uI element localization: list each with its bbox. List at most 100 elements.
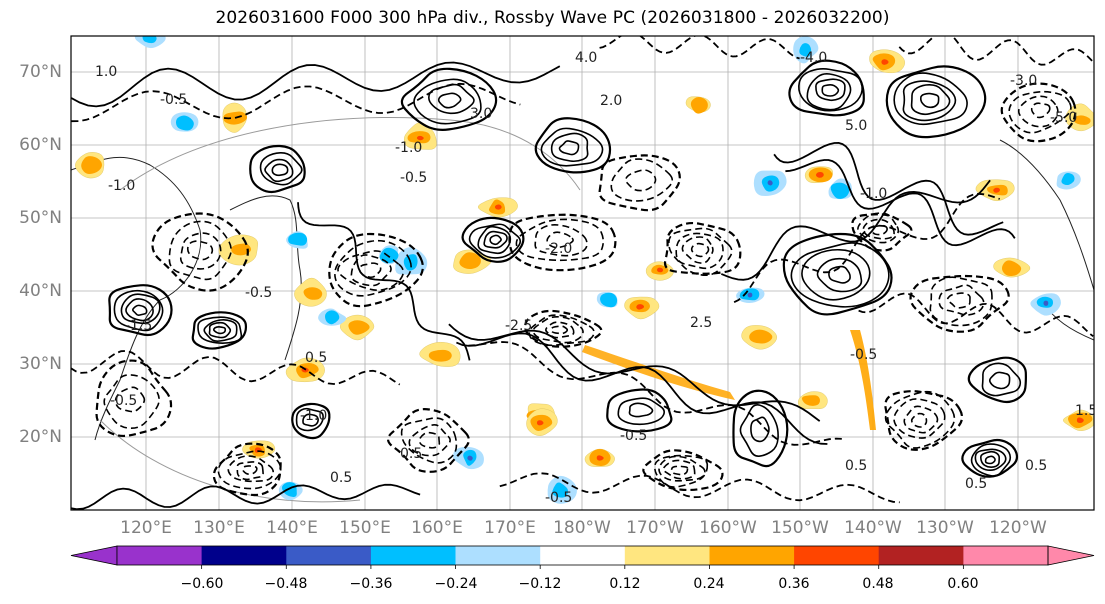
contour-positive xyxy=(71,61,561,108)
contour-label: -3.0 xyxy=(1010,73,1037,89)
coastlines xyxy=(71,139,1094,441)
contour-label: -0.5 xyxy=(160,92,187,108)
contour-negative xyxy=(151,212,249,292)
contour-positive xyxy=(259,151,303,186)
contour-positive xyxy=(732,389,789,468)
lon-label-120w: 120°W xyxy=(989,518,1047,538)
colorbar-tick: −0.60 xyxy=(180,576,224,592)
contour-negative xyxy=(910,412,928,428)
divergence-patch-core xyxy=(1001,260,1022,277)
contour-negative xyxy=(884,390,956,449)
contour-negative xyxy=(598,154,681,212)
contour-positive xyxy=(910,83,951,116)
divergence-patch-core xyxy=(81,156,103,175)
contour-negative xyxy=(468,341,843,446)
contour-negative xyxy=(872,224,888,236)
contour-positive xyxy=(203,318,238,342)
contour-positive xyxy=(821,83,840,97)
colorbar-swatch xyxy=(878,546,964,565)
contour-positive xyxy=(550,132,589,163)
contour-negative xyxy=(670,465,689,476)
map-frame xyxy=(70,35,1095,511)
contour-negative xyxy=(909,274,1010,333)
lon-label-150w: 150°W xyxy=(771,518,829,538)
contour-label: 2.5 xyxy=(690,315,712,331)
contour-label: -1.0 xyxy=(860,186,887,202)
contour-negative xyxy=(400,417,458,464)
convergence-patch-core xyxy=(142,36,157,44)
divergence-patch-core xyxy=(1073,115,1091,125)
contour-negative xyxy=(236,461,264,481)
contour-negative xyxy=(71,349,401,386)
contour-positive xyxy=(806,73,852,111)
contour-negative xyxy=(532,316,584,344)
contour-positive xyxy=(961,438,1019,478)
contour-positive xyxy=(125,298,154,322)
contour-positive xyxy=(785,159,1016,247)
contour-negative xyxy=(624,169,657,192)
lat-label-70: 70°N xyxy=(19,62,62,82)
contour-positive xyxy=(617,397,665,426)
divergence-band xyxy=(850,330,876,430)
contour-positive xyxy=(113,289,164,332)
contour-negative xyxy=(179,232,222,270)
contour-label: 2.0 xyxy=(600,93,622,109)
lon-label-120e: 120°E xyxy=(120,518,172,538)
contour-label: -0.5 xyxy=(620,428,647,444)
contour-negative xyxy=(337,250,405,292)
convergence-patch-core xyxy=(830,182,850,199)
contour-positive xyxy=(967,356,1027,404)
contour-positive xyxy=(815,78,846,102)
contour-negative xyxy=(938,284,985,316)
contour-positive xyxy=(628,402,654,418)
divergence-patch-peak xyxy=(494,204,502,210)
contour-label: -2.5 xyxy=(505,318,532,334)
contour-positive xyxy=(902,80,957,122)
contour-label: 4.0 xyxy=(575,50,597,66)
contour-label: -0.5 xyxy=(245,285,272,301)
contour-positive xyxy=(132,304,148,316)
contour-positive xyxy=(988,371,1011,390)
colorbar-tick: −0.12 xyxy=(518,576,562,592)
contour-negative xyxy=(851,213,913,252)
contour-negative xyxy=(217,450,282,490)
convergence-patch-peak xyxy=(467,455,473,461)
colorbar-tick: 0.48 xyxy=(862,576,894,592)
contour-negative xyxy=(642,449,724,492)
divergence-patch-peak xyxy=(636,304,645,310)
contour-negative xyxy=(242,465,258,476)
contour-positive xyxy=(720,179,991,281)
contour-positive xyxy=(191,311,248,350)
contour-negative xyxy=(681,236,714,264)
lon-label-140w: 140°W xyxy=(844,518,902,538)
contour-positive xyxy=(297,202,471,361)
lon-label-140e: 140°E xyxy=(266,518,318,538)
convergence-patch-core xyxy=(379,247,399,264)
colorbar xyxy=(70,545,1095,569)
contour-label: -5.0 xyxy=(1050,110,1077,126)
contour-negative xyxy=(328,232,424,308)
contour-label-layer: 1.0 -0.5 -1.0 0.5 -1.5 -0.5 -1.0 -0.5 -2.0 2.0 3.0… xyxy=(95,50,1094,506)
convergence-patch-peak xyxy=(1043,300,1049,306)
colorbar-swatch xyxy=(201,546,287,565)
contour-positive xyxy=(302,413,319,427)
lat-label-60: 60°N xyxy=(19,135,62,155)
lat-label-40: 40°N xyxy=(19,281,62,301)
contour-positive xyxy=(249,144,306,194)
contour-positive xyxy=(264,158,294,183)
colorbar-tick: 0.24 xyxy=(693,576,725,592)
contour-positive xyxy=(782,232,893,316)
contour-negative xyxy=(334,239,412,297)
contour-positive xyxy=(540,127,604,167)
divergence-patch-peak xyxy=(993,187,1001,193)
divergence-patch-core xyxy=(459,252,481,269)
contour-negative xyxy=(658,455,706,482)
lon-label-160e: 160°E xyxy=(411,518,463,538)
divergence-patch-peak xyxy=(536,420,544,426)
contour-positive xyxy=(979,450,1001,468)
contour-positive xyxy=(295,407,324,432)
contour-negative xyxy=(1017,95,1059,128)
contour-positive xyxy=(558,140,580,156)
contour-positive xyxy=(981,362,1022,397)
contour-positive xyxy=(291,402,331,440)
